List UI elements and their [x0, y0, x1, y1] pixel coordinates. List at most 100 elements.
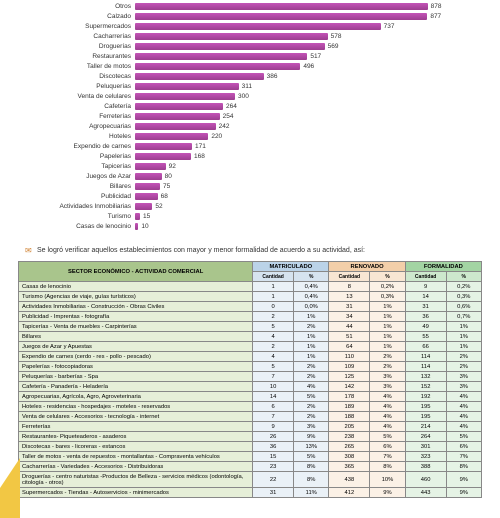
bar-value: 171 [195, 143, 206, 150]
table-cell: 7% [446, 452, 481, 462]
table-row: Discotecas - bares - licoreras - estanco… [19, 442, 482, 452]
table-cell: 1% [446, 342, 481, 352]
table-cell: 8% [294, 472, 329, 488]
table-cell: 0,0% [294, 302, 329, 312]
formality-table: SECTOR ECONÓMICO - ACTIVIDAD COMERCIAL M… [18, 261, 482, 498]
bar-label: Cafetería [20, 103, 135, 110]
corner-decoration [0, 458, 20, 518]
bar-label: Hoteles [20, 133, 135, 140]
bar-value: 15 [143, 213, 150, 220]
table-cell: 412 [329, 488, 370, 498]
bar-label: Discotecas [20, 73, 135, 80]
table-row: Papelerías - fotocopiadoras52%1092%1142% [19, 362, 482, 372]
table-cell: Publicidad - Imprentas - fotografía [19, 312, 253, 322]
table-cell: 31 [329, 302, 370, 312]
table-cell: 142 [329, 382, 370, 392]
bar-value: 517 [310, 53, 321, 60]
bar [135, 53, 307, 60]
bar-track: 80 [135, 173, 480, 180]
bar-row: Juegos de Azar80 [20, 172, 480, 182]
bar-row: Taller de motos496 [20, 62, 480, 72]
table-cell: 4% [370, 392, 405, 402]
bar-value: 569 [328, 43, 339, 50]
bar-label: Casas de lenocinio [20, 223, 135, 230]
table-row: Expendio de carnes (cerdo - res - pollo … [19, 352, 482, 362]
table-cell: 49 [405, 322, 446, 332]
table-cell: 8% [370, 462, 405, 472]
table-cell: 195 [405, 412, 446, 422]
table-cell: 22 [253, 472, 294, 488]
table-cell: 3% [294, 422, 329, 432]
bar-label: Tapicerías [20, 163, 135, 170]
table-cell: 8% [446, 462, 481, 472]
table-cell: 438 [329, 472, 370, 488]
table-cell: 1% [294, 312, 329, 322]
bar-track: 242 [135, 123, 480, 130]
bar-row: Venta de celulares300 [20, 92, 480, 102]
table-cell: 1% [370, 302, 405, 312]
table-cell: 8 [329, 282, 370, 292]
table-cell: 9 [253, 422, 294, 432]
table-cell: 0,4% [294, 292, 329, 302]
table-cell: Venta de celulares - Accesorios - tecnol… [19, 412, 253, 422]
bar-row: Turismo15 [20, 212, 480, 222]
bar-value: 52 [155, 203, 162, 210]
table-cell: 114 [405, 362, 446, 372]
table-cell: 443 [405, 488, 446, 498]
table-cell: 1% [294, 342, 329, 352]
table-cell: 6% [446, 442, 481, 452]
table-cell: 0,2% [446, 282, 481, 292]
table-cell: 0,4% [294, 282, 329, 292]
table-cell: Tapicerías - Venta de muebles - Carpinte… [19, 322, 253, 332]
bar-track: 168 [135, 153, 480, 160]
table-cell: 44 [329, 322, 370, 332]
bar [135, 143, 192, 150]
header-sector: SECTOR ECONÓMICO - ACTIVIDAD COMERCIAL [19, 262, 253, 282]
table-cell: 264 [405, 432, 446, 442]
bar [135, 93, 235, 100]
table-cell: 4% [446, 412, 481, 422]
table-cell: 4% [294, 382, 329, 392]
table-cell: 6% [370, 442, 405, 452]
table-cell: 2 [253, 312, 294, 322]
table-cell: 9 [405, 282, 446, 292]
table-cell: Juegos de Azar y Apuestas [19, 342, 253, 352]
table-cell: 6 [253, 402, 294, 412]
bar-label: Papelerías [20, 153, 135, 160]
bar [135, 153, 191, 160]
bar [135, 163, 166, 170]
bar-track: 386 [135, 73, 480, 80]
bar-label: Agropecuarias [20, 123, 135, 130]
bar-row: Papelerías168 [20, 152, 480, 162]
table-row: Restaurantes- Piqueteaderos - asaderos 26… [19, 432, 482, 442]
header-renovado: RENOVADO [329, 262, 405, 272]
table-cell: Papelerías - fotocopiadoras [19, 362, 253, 372]
table-cell: 4% [370, 422, 405, 432]
table-cell: 178 [329, 392, 370, 402]
table-cell: 9% [370, 488, 405, 498]
bar-value: 80 [165, 173, 172, 180]
table-row: Agropecuarias, Agrícola, Agro, Agroveter… [19, 392, 482, 402]
table-cell: 15 [253, 452, 294, 462]
bar [135, 203, 152, 210]
table-cell: 238 [329, 432, 370, 442]
table-cell: 8% [294, 462, 329, 472]
bar-row: Casas de lenocinio10 [20, 222, 480, 232]
table-cell: 5 [253, 362, 294, 372]
table-cell: 7% [370, 452, 405, 462]
bar [135, 13, 427, 20]
table-cell: 265 [329, 442, 370, 452]
table-cell: Casas de lenocinio [19, 282, 253, 292]
table-cell: 460 [405, 472, 446, 488]
table-cell: Peluquerías - barberías - Spa [19, 372, 253, 382]
table-cell: Restaurantes- Piqueteaderos - asaderos [19, 432, 253, 442]
table-cell: 2% [294, 322, 329, 332]
table-cell: 2% [446, 362, 481, 372]
table-cell: 34 [329, 312, 370, 322]
bar-track: 75 [135, 183, 480, 190]
table-cell: 9% [446, 472, 481, 488]
table-cell: 0,3% [446, 292, 481, 302]
bar-row: Restaurantes517 [20, 52, 480, 62]
table-cell: 110 [329, 352, 370, 362]
bar-row: Discotecas386 [20, 72, 480, 82]
